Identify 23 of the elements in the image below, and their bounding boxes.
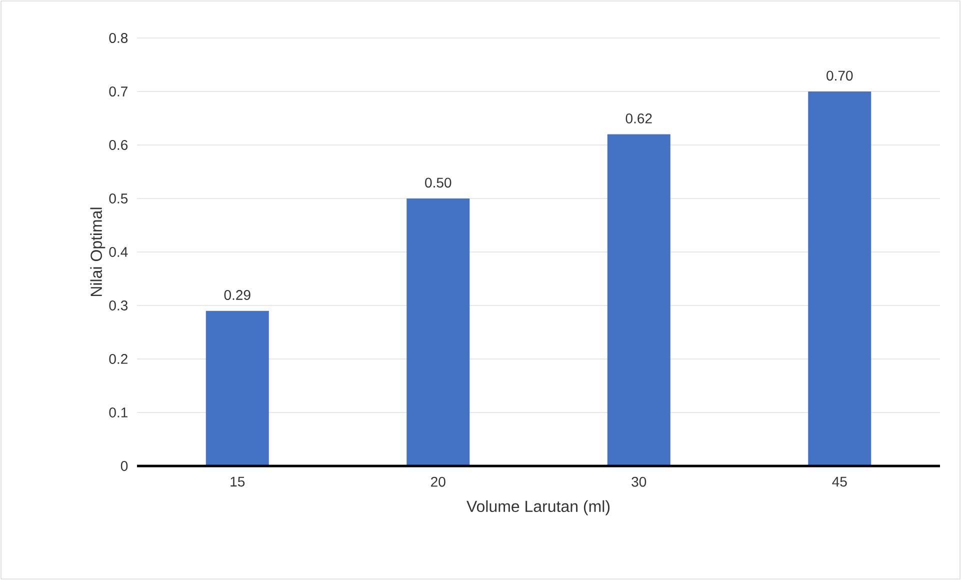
y-tick-label: 0.4 xyxy=(109,247,128,257)
y-tick-label: 0.7 xyxy=(109,86,128,96)
x-tick-label: 30 xyxy=(632,476,646,487)
y-tick-label: 0 xyxy=(120,461,128,471)
bar xyxy=(808,91,872,466)
y-tick-label: 0.6 xyxy=(109,140,128,150)
y-tick-label: 0.5 xyxy=(109,194,128,204)
y-axis-title: Nilai Optimal xyxy=(90,208,106,296)
data-label: 0.62 xyxy=(626,114,652,124)
data-label: 0.70 xyxy=(826,70,853,81)
data-label: 0.29 xyxy=(224,290,250,300)
y-tick-label: 0.2 xyxy=(109,354,128,364)
bar xyxy=(206,310,269,466)
y-tick-label: 0.3 xyxy=(109,300,128,310)
bar xyxy=(406,198,470,466)
y-tick-label: 0.8 xyxy=(109,33,128,43)
data-label: 0.50 xyxy=(425,178,452,188)
x-axis-title: Volume Larutan (ml) xyxy=(466,500,610,516)
x-tick-label: 20 xyxy=(431,476,446,487)
y-tick-label: 0.1 xyxy=(109,408,128,418)
x-tick-label: 15 xyxy=(230,476,245,487)
bar xyxy=(607,134,670,466)
x-tick-label: 45 xyxy=(832,476,847,487)
